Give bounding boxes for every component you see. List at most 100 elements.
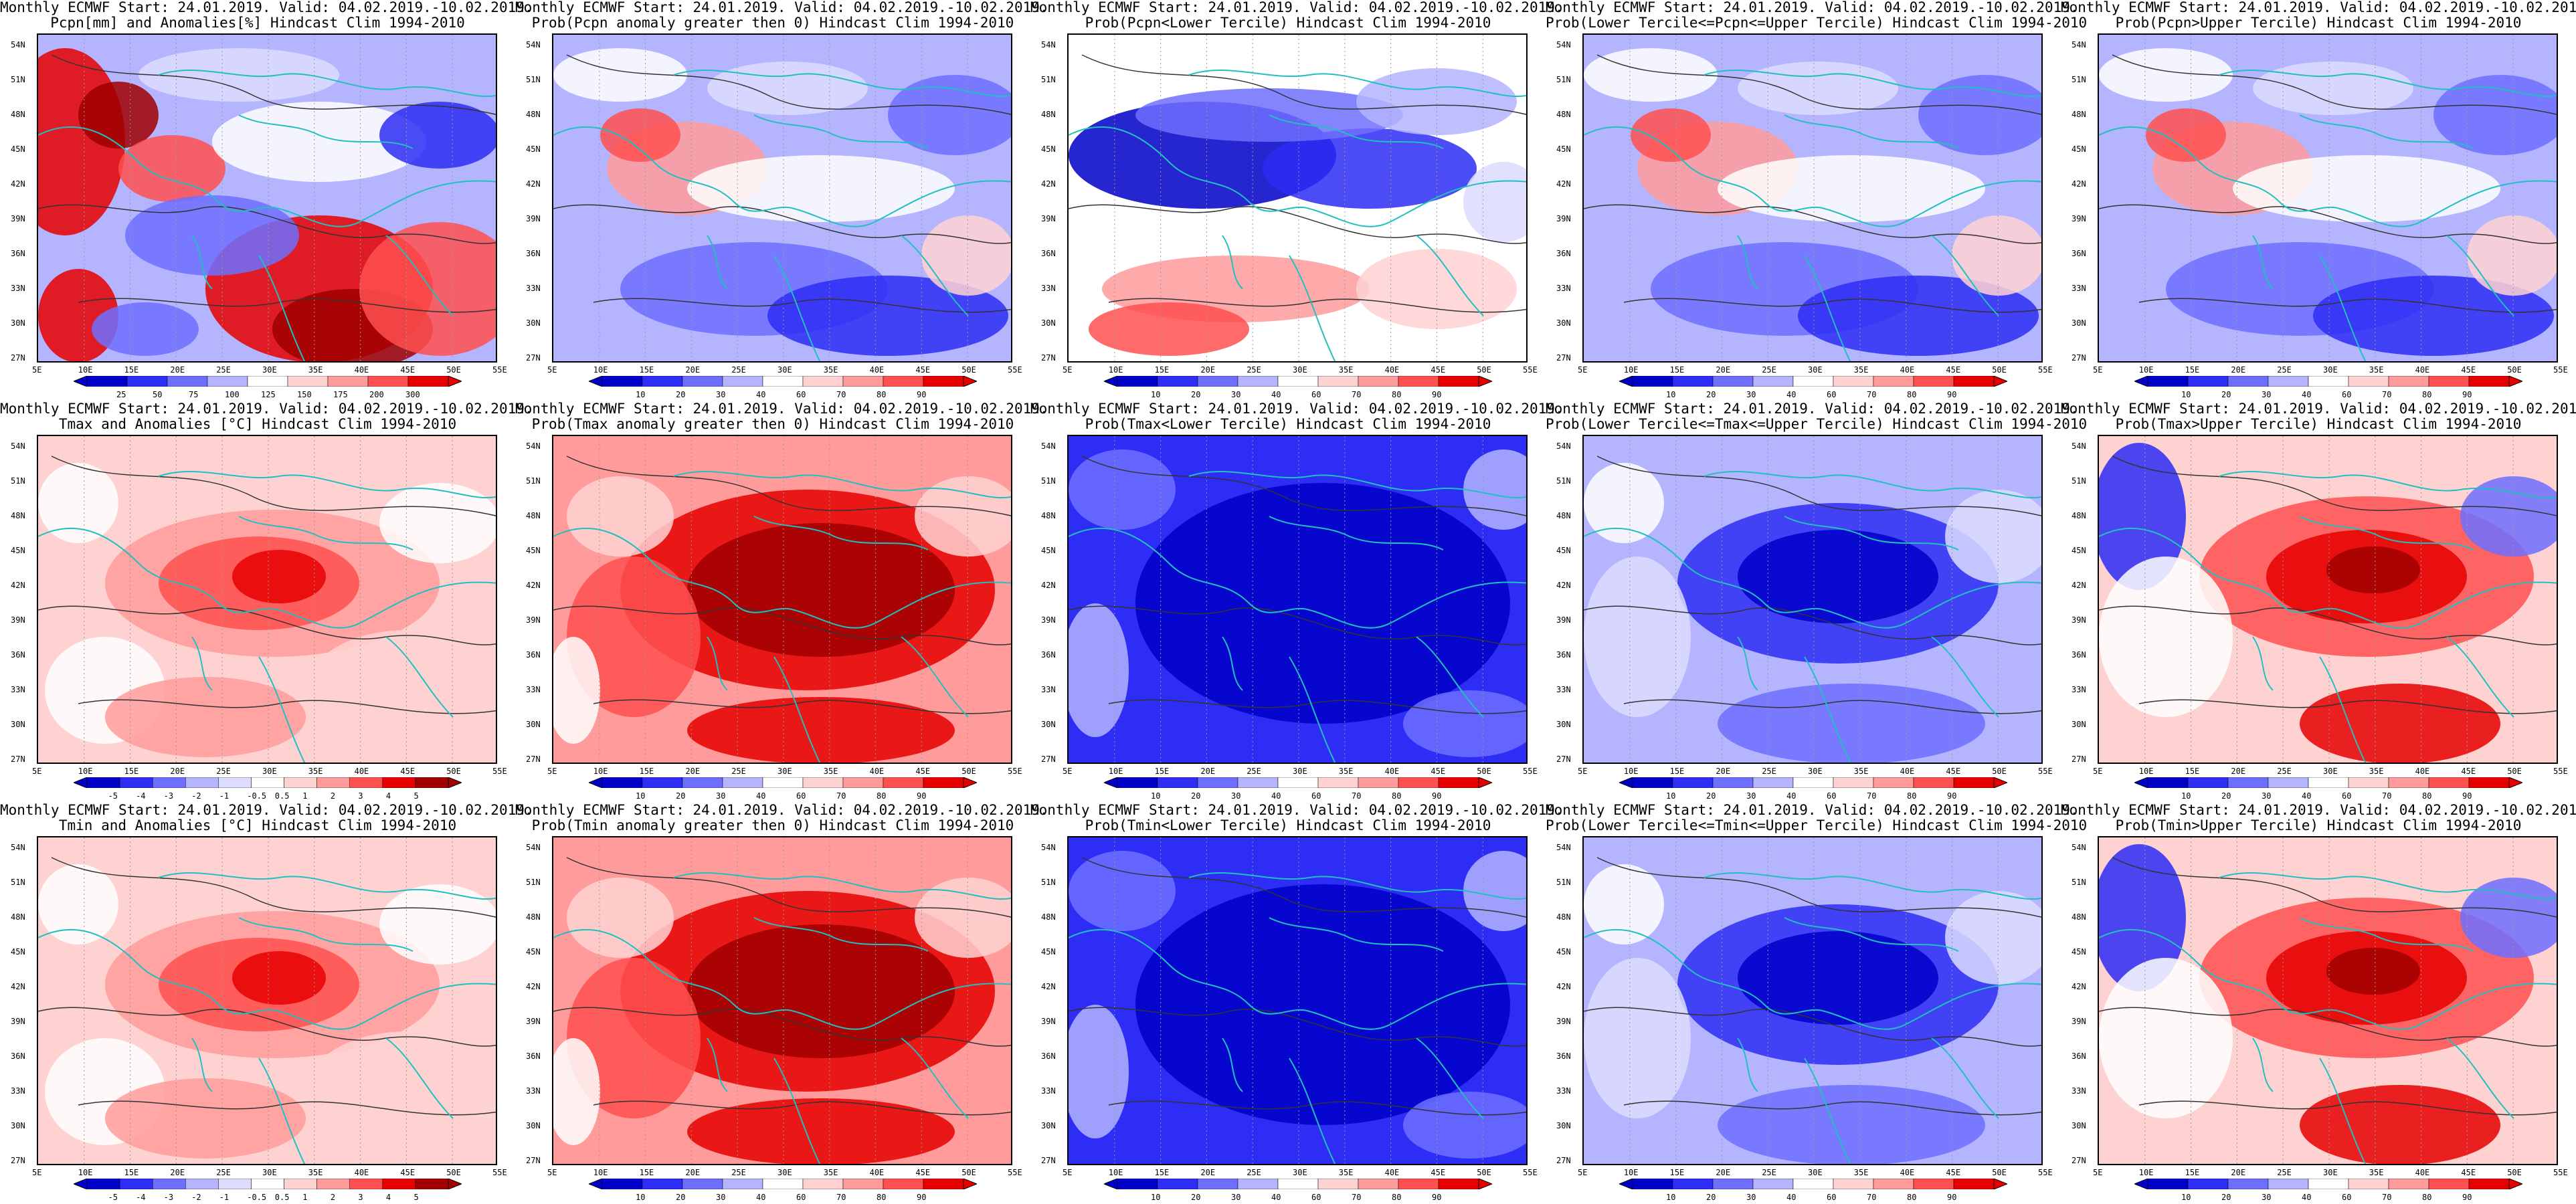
contour-lines [38,456,496,714]
colorbar-label: 30 [1231,390,1241,399]
lon-label: 30E [262,767,277,776]
lat-label: 36N [1041,650,1056,660]
lat-label: 36N [1556,249,1571,258]
lon-label: 40E [2415,365,2430,375]
lon-label: 30E [262,365,277,375]
shaded-region [567,557,701,717]
colorbar-segment [2388,376,2429,387]
colorbar-label: 30 [716,390,726,399]
shaded-region [687,523,955,657]
shaded-region [306,1031,496,1152]
forecast-map [1067,33,1528,363]
lon-label: 55E [2038,365,2053,375]
colorbar-label: 20 [1706,390,1716,399]
shaded-region [2433,75,2557,155]
lon-label: 55E [1523,1168,1538,1177]
lon-label: 25E [216,1168,231,1177]
lat-label: 42N [526,982,541,991]
panel-title-line1: Monthly ECMWF Start: 24.01.2019. Valid: … [0,401,533,417]
colorbar-label: 60 [796,791,806,801]
colorbar-segment [762,376,804,387]
shaded-region [2099,443,2186,590]
colorbar-label: 70 [2382,390,2392,399]
panel-title-line1: Monthly ECMWF Start: 24.01.2019. Valid: … [1030,401,1564,417]
map-field [1069,837,1526,1164]
lon-label: 35E [308,767,323,776]
lat-label: 54N [11,40,25,49]
colorbar-label: 40 [1271,390,1281,399]
colorbar [1104,376,1492,387]
colorbar-label: 50 [153,390,163,399]
map-panel-tmin-anom: Monthly ECMWF Start: 24.01.2019. Valid: … [0,803,533,1204]
colorbar-low-arrow [1619,1179,1633,1189]
lat-label: 42N [1041,581,1056,590]
colorbar-segment [218,1179,252,1189]
colorbar-segment [1117,376,1158,387]
shaded-region [1945,891,2041,985]
lon-label: 15E [124,767,139,776]
lat-label: 33N [11,1086,25,1096]
lon-label: 45E [400,365,416,375]
lat-label: 51N [11,476,25,486]
lon-label: 45E [1431,365,1446,375]
colorbar-label: 70 [1867,390,1877,399]
shaded-region [2099,557,2233,717]
colorbar-label: 90 [917,791,927,801]
colorbar-label: 80 [877,1193,887,1202]
lat-label: 36N [2072,1051,2086,1061]
lon-label: 50E [961,767,976,776]
colorbar-high-arrow [1478,1179,1492,1189]
lon-label: 25E [731,1168,746,1177]
colorbar [1619,1179,2007,1189]
lat-label: 27N [526,1156,541,1165]
lat-label: 48N [11,110,25,119]
lon-label: 20E [170,365,185,375]
panel-title: Monthly ECMWF Start: 24.01.2019. Valid: … [515,0,1048,31]
lat-label: 39N [11,1017,25,1026]
lat-label: 42N [1556,581,1571,590]
lon-label: 10E [593,1168,608,1177]
panel-title-line2: Pcpn[mm] and Anomalies[%] Hindcast Clim … [50,15,465,31]
lon-label: 20E [1716,365,1731,375]
colorbar-segment [1913,777,1954,788]
colorbar-segment [167,376,208,387]
lat-label: 48N [526,511,541,520]
shaded-region [1135,884,1510,1125]
colorbar-label: 30 [1746,390,1756,399]
map-field [1069,436,1526,763]
colorbar-segment [86,376,128,387]
contour-lines [1069,54,1526,313]
shaded-region [1463,449,1526,530]
colorbar-segment [1712,777,1754,788]
lon-label: 5E [32,365,42,375]
panel-title-line2: Prob(Tmax<Lower Tercile) Hindcast Clim 1… [1085,416,1491,432]
colorbar-segment [883,1179,924,1189]
lon-label: 35E [2369,1168,2384,1177]
lon-label: 55E [492,365,507,375]
shaded-region [1463,162,1526,242]
lat-label: 33N [1556,685,1571,694]
lon-label: 40E [2415,1168,2430,1177]
lat-label: 51N [526,476,541,486]
colorbar-label: 40 [2302,1193,2312,1202]
colorbar-segment [1913,376,1954,387]
lon-label: 45E [2461,1168,2476,1177]
colorbar-segment [682,1179,723,1189]
contour-lines [2099,456,2557,714]
colorbar-label: 90 [917,1193,927,1202]
forecast-map [552,435,1012,764]
lat-label: 30N [526,720,541,729]
lon-label: 50E [1477,1168,1491,1177]
panel-title-line2: Prob(Tmax>Upper Tercile) Hindcast Clim 1… [2115,416,2522,432]
lat-label: 48N [2072,912,2086,922]
colorbar-segment [1752,376,1794,387]
colorbar-segment [1277,777,1319,788]
lon-label: 30E [777,1168,792,1177]
colorbar-segment [1317,376,1359,387]
shaded-region [1135,483,1510,724]
colorbar-segment [923,777,964,788]
colorbar-label: 20 [1191,1193,1201,1202]
lon-label: 10E [2138,365,2154,375]
lat-label: 51N [11,878,25,887]
colorbar-segment [1632,777,1673,788]
